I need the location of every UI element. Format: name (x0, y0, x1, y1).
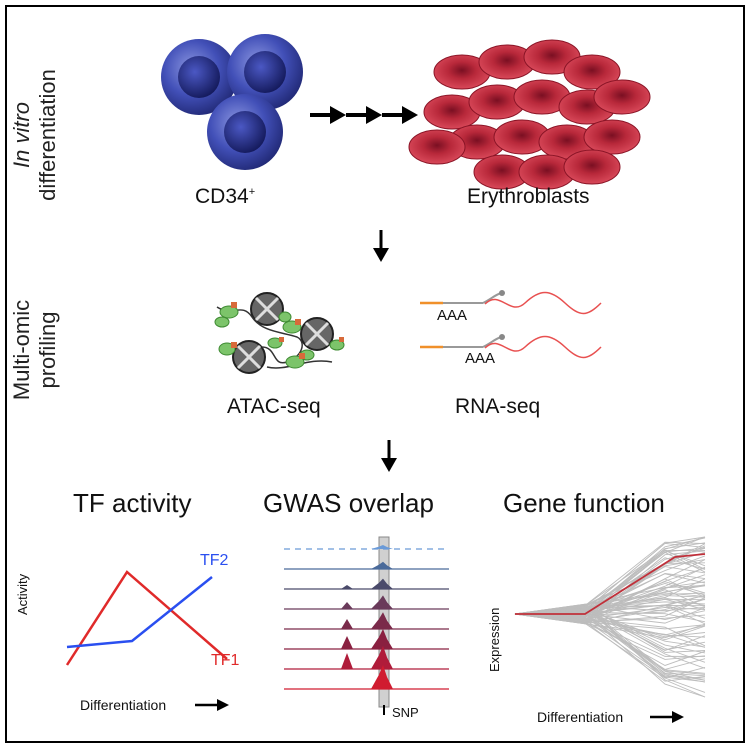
gwas-overlap-title: GWAS overlap (263, 488, 434, 519)
accessibility-peak (371, 612, 393, 629)
nucleosome-icon (301, 318, 333, 350)
accessibility-peak (341, 619, 353, 629)
figure-frame: In vitro differentiation Multi-omic prof… (5, 5, 745, 743)
nucleosome-icon (233, 341, 265, 373)
atac-seq-label: ATAC-seq (227, 395, 321, 419)
accessibility-peak (371, 579, 393, 589)
gene-x-axis-label: Differentiation (537, 709, 623, 725)
gene-y-axis-label: Expression (487, 608, 502, 672)
mrna-transcript (420, 334, 601, 358)
tf-y-axis-label: Activity (15, 574, 30, 615)
snp-label: SNP (392, 705, 419, 720)
gwas-tracks-plot (279, 537, 454, 717)
erythrocyte-cluster (409, 40, 650, 189)
gene-x-axis-arrow-icon (650, 710, 686, 724)
erythrocyte (564, 150, 620, 184)
section-label-invitro: In vitro differentiation (9, 50, 65, 220)
tf1-label: TF1 (211, 652, 239, 670)
rna-seq-illustration (415, 287, 605, 377)
erythrocyte (594, 80, 650, 114)
tf2-label: TF2 (200, 552, 228, 570)
polya-label: AAA (465, 350, 495, 367)
down-arrow-icon (379, 440, 399, 474)
tf-x-axis-arrow-icon (195, 698, 231, 712)
tf-x-axis-label: Differentiation (80, 697, 166, 713)
down-arrow-icon (371, 230, 391, 264)
accessibility-peak (371, 545, 393, 549)
gene-function-title: Gene function (503, 488, 665, 519)
erythroblasts-illustration (422, 37, 637, 187)
accessibility-peak (371, 629, 393, 649)
cd34-cell (207, 94, 283, 170)
rna-seq-label: RNA-seq (455, 395, 540, 419)
accessibility-peak (341, 636, 353, 649)
cd34-cells-illustration (157, 27, 307, 177)
gene-expression-line (515, 551, 705, 614)
nucleosome-icon (251, 293, 283, 325)
gene-expression-plot (515, 537, 695, 702)
atac-seq-illustration (207, 287, 357, 382)
differentiation-arrows (310, 103, 420, 127)
tf1-line (67, 572, 227, 665)
tf-activity-title: TF activity (73, 488, 191, 519)
accessibility-peak (341, 585, 353, 589)
erythrocyte (409, 130, 465, 164)
accessibility-peak (341, 602, 353, 609)
accessibility-peak (371, 595, 393, 609)
polya-label: AAA (437, 307, 467, 324)
erythroblasts-label: Erythroblasts (467, 185, 590, 209)
cd34-label: CD34+ (195, 185, 255, 209)
accessibility-peak (341, 653, 353, 669)
section-label-multiomic: Multi-omic profiling (9, 275, 65, 425)
erythrocyte (584, 120, 640, 154)
tf2-line (67, 577, 212, 647)
accessibility-peak (371, 562, 393, 569)
